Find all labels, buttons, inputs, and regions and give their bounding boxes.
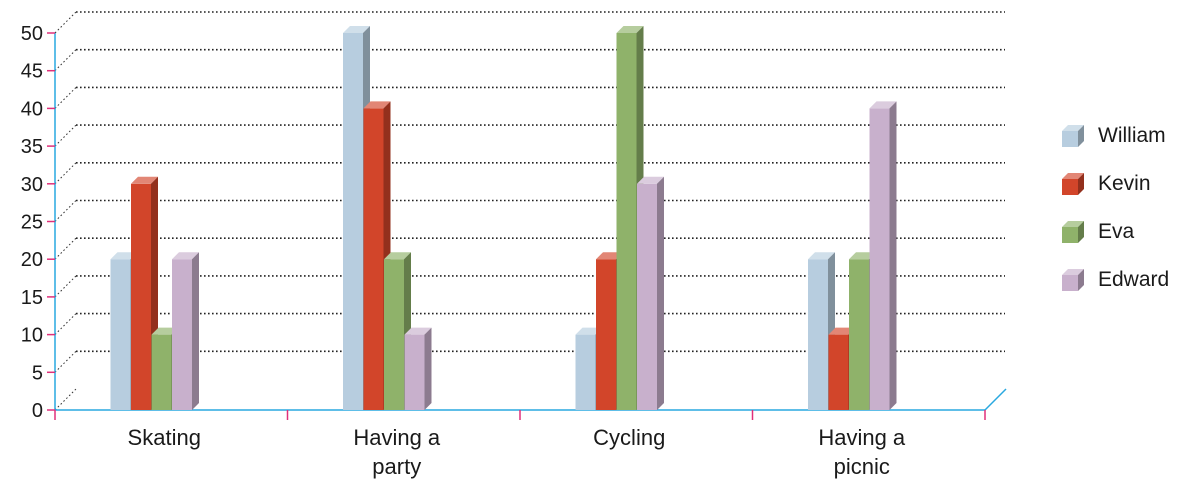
- bar-side: [889, 101, 897, 411]
- bar-front: [343, 33, 363, 410]
- bar-top: [384, 252, 411, 260]
- bar-top: [343, 26, 370, 33]
- x-tick-label-line: Having a: [353, 425, 441, 450]
- bar-top: [869, 101, 897, 109]
- legend-swatch: [1062, 221, 1084, 243]
- legend-swatch: [1062, 173, 1084, 195]
- legend-item-kevin: Kevin: [1060, 160, 1169, 208]
- bar-front: [384, 259, 404, 410]
- bar-front: [596, 259, 616, 410]
- grid-connector: [54, 237, 77, 260]
- bar-edward-1: [404, 327, 432, 410]
- x-tick-label-line: Having a: [818, 425, 906, 450]
- bar-top: [363, 101, 391, 109]
- grid-connector: [54, 350, 77, 373]
- grid-connector: [54, 200, 77, 222]
- y-tick-label: 45: [21, 61, 43, 83]
- grid-connector: [54, 87, 77, 109]
- y-tick-label: 15: [21, 287, 43, 309]
- grid-connector: [54, 11, 77, 34]
- bar-front: [363, 108, 384, 411]
- bar-front: [575, 334, 596, 410]
- y-tick-label: 50: [21, 23, 43, 45]
- y-tick-label: 30: [21, 174, 43, 196]
- x-tick-label: Having a picnic: [818, 425, 906, 479]
- y-tick-label: 10: [21, 325, 43, 347]
- bars: [110, 26, 897, 411]
- bar-top: [616, 26, 644, 33]
- bar-front: [637, 183, 657, 410]
- bar-side: [192, 252, 199, 410]
- bar-front: [808, 259, 828, 410]
- bar-front: [172, 259, 192, 410]
- y-tick-label: 25: [21, 212, 43, 234]
- y-tick-label: 35: [21, 136, 43, 158]
- y-tick-label: 0: [32, 400, 43, 422]
- legend-label: William: [1098, 124, 1166, 147]
- bar-front: [849, 259, 869, 410]
- y-tick-label: 5: [32, 362, 43, 384]
- bar-front: [869, 108, 890, 411]
- bar-top: [808, 252, 835, 260]
- tick-labels: 0 5 10 15 20 25 30 35 40 45 50 Skating Having a party…: [21, 23, 906, 479]
- y-tick-label: 20: [21, 249, 43, 271]
- bar-side: [424, 327, 432, 410]
- grid-connector: [54, 124, 77, 147]
- x-tick-label: Skating: [128, 425, 201, 450]
- bar-top: [404, 327, 432, 335]
- bar-edward-2: [637, 176, 664, 410]
- bar-edward-0: [172, 252, 199, 410]
- bar-top: [828, 327, 856, 335]
- x-tick-label: Having a party: [353, 425, 441, 479]
- grid-connector: [54, 313, 77, 335]
- bar-front: [131, 183, 151, 410]
- bar-top: [172, 252, 199, 260]
- bar-top: [575, 327, 603, 335]
- bar-top: [596, 252, 623, 260]
- bar-top: [110, 252, 138, 260]
- x-tick-label-line: Cycling: [593, 425, 665, 450]
- bar-side: [657, 176, 664, 410]
- gridlines: [54, 11, 1005, 411]
- x-tick-label-line: Skating: [128, 425, 201, 450]
- bar-front: [151, 334, 172, 410]
- legend-item-william: William: [1060, 112, 1169, 160]
- legend-label: Edward: [1098, 268, 1170, 291]
- x-tick-label-line: party: [372, 454, 421, 479]
- legend-item-eva: Eva: [1060, 208, 1169, 256]
- y-tick-label: 40: [21, 98, 43, 120]
- bar-front: [828, 334, 849, 410]
- x-tick-label: Cycling: [593, 425, 665, 450]
- legend-swatch: [1062, 269, 1084, 291]
- bar-edward-3: [869, 101, 897, 411]
- legend-label: Kevin: [1098, 172, 1151, 195]
- legend: William Kevin Eva Edward: [1060, 112, 1169, 304]
- legend-swatch: [1062, 125, 1084, 147]
- bar-top: [637, 176, 664, 184]
- legend-label: Eva: [1098, 220, 1135, 243]
- bar-front: [110, 259, 131, 410]
- x-tick-label-line: picnic: [834, 454, 890, 479]
- bar-top: [849, 252, 876, 260]
- bar-top: [131, 176, 158, 184]
- bar-top: [151, 327, 179, 335]
- legend-item-edward: Edward: [1060, 256, 1169, 304]
- grid-connector: [54, 162, 77, 185]
- grid-connector: [54, 49, 77, 72]
- grid-connector: [54, 275, 77, 298]
- x-axis-depth: [984, 388, 1007, 411]
- bar-front: [404, 334, 425, 410]
- grid-connector: [54, 388, 77, 411]
- bar-front: [616, 33, 637, 410]
